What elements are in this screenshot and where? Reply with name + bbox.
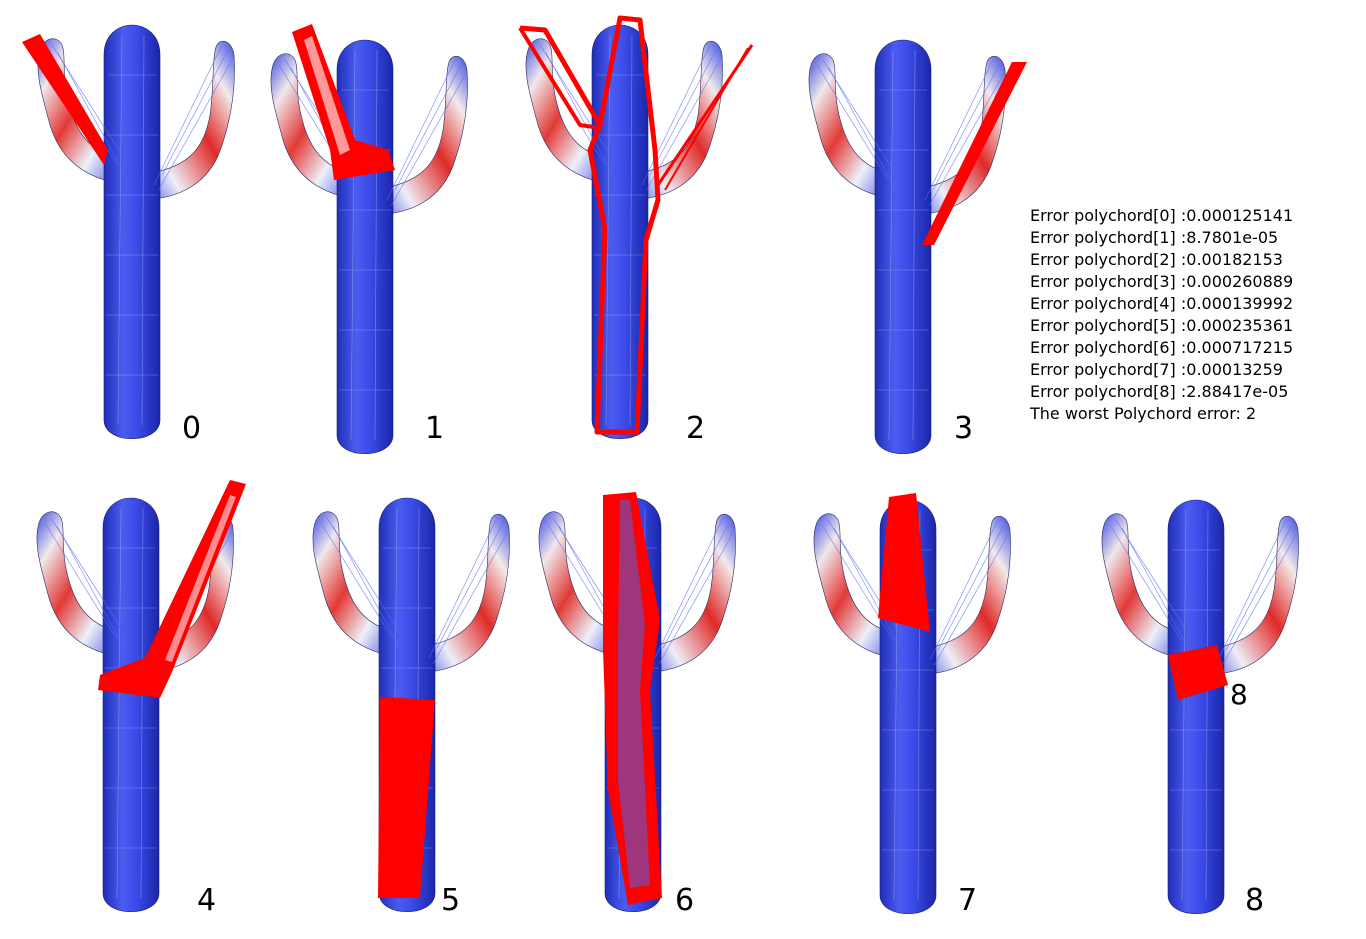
panel-label: 7 bbox=[958, 883, 977, 918]
error-list: Error polychord[0] :0.000125141 Error po… bbox=[1030, 205, 1293, 425]
polychord-highlight bbox=[98, 480, 246, 698]
error-line: Error polychord[3] :0.000260889 bbox=[1030, 272, 1294, 291]
panel-4: 4 bbox=[36, 480, 246, 918]
cactus-mesh bbox=[270, 39, 468, 455]
error-line: Error polychord[5] :0.000235361 bbox=[1030, 316, 1294, 335]
polychord-highlight bbox=[878, 493, 930, 632]
panel-8: 8 8 bbox=[1101, 499, 1299, 918]
polychord-highlight bbox=[922, 62, 1027, 245]
polychord-highlight bbox=[1168, 645, 1228, 700]
panel-3: 3 bbox=[808, 39, 1027, 455]
worst-error-line: The worst Polychord error: 2 bbox=[1030, 404, 1257, 423]
panel-label: 0 bbox=[182, 411, 201, 446]
panel-5: 5 bbox=[312, 497, 510, 918]
polychord-highlight bbox=[292, 24, 395, 180]
error-line: Error polychord[2] :0.00182153 bbox=[1030, 250, 1283, 269]
panel-label: 8 bbox=[1245, 883, 1264, 918]
error-line: Error polychord[4] :0.000139992 bbox=[1030, 294, 1294, 313]
panel-label: 6 bbox=[675, 883, 694, 918]
panel-label: 5 bbox=[441, 883, 460, 918]
panel-label: 4 bbox=[197, 883, 216, 918]
panel-8-inline-label: 8 bbox=[1230, 678, 1248, 711]
panel-1: 1 bbox=[270, 24, 468, 455]
polychord-highlight bbox=[518, 15, 754, 435]
panel-label: 2 bbox=[686, 411, 705, 446]
panel-label: 1 bbox=[425, 411, 444, 446]
error-line: Error polychord[0] :0.000125141 bbox=[1030, 206, 1294, 225]
polychord-highlight bbox=[22, 34, 108, 165]
panel-label: 3 bbox=[954, 411, 973, 446]
error-line: Error polychord[6] :0.000717215 bbox=[1030, 338, 1294, 357]
polychord-highlight bbox=[378, 697, 435, 898]
panel-7: 7 bbox=[813, 493, 1011, 918]
cactus-mesh bbox=[808, 39, 1006, 455]
error-line: Error polychord[8] :2.88417e-05 bbox=[1030, 382, 1289, 401]
panel-2: 2 bbox=[518, 15, 754, 446]
error-line: Error polychord[1] :8.7801e-05 bbox=[1030, 228, 1279, 247]
panel-6: 6 bbox=[538, 492, 736, 918]
polychord-highlight bbox=[603, 492, 662, 905]
panel-0: 0 bbox=[22, 24, 235, 446]
error-line: Error polychord[7] :0.00013259 bbox=[1030, 360, 1283, 379]
cactus-mesh bbox=[1101, 499, 1299, 915]
